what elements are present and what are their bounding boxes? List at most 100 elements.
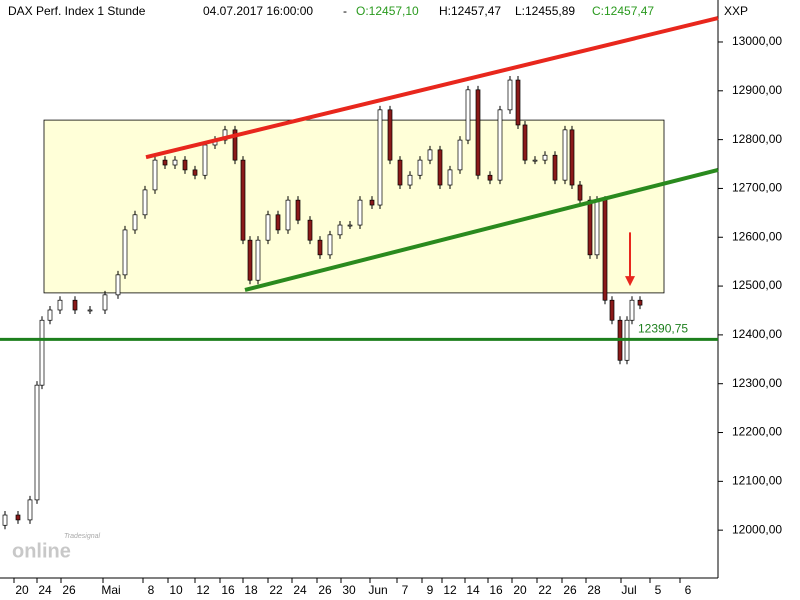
candle xyxy=(465,89,471,141)
x-tick-label: Jun xyxy=(368,583,387,597)
candle xyxy=(515,79,521,126)
trendline xyxy=(244,167,719,292)
candle xyxy=(202,144,208,176)
watermark: online xyxy=(12,540,71,562)
candle xyxy=(172,159,178,166)
x-tick-label: 10 xyxy=(169,583,183,597)
candle xyxy=(247,239,253,281)
candle xyxy=(162,159,168,166)
trendline xyxy=(145,16,719,160)
candle xyxy=(507,79,513,111)
x-tick-label: 5 xyxy=(655,583,662,597)
x-tick-label: 26 xyxy=(318,583,332,597)
y-tick-label: 12200,00 xyxy=(732,425,782,439)
axis-label: XXP xyxy=(724,4,748,18)
ohlc-close: C:12457,47 xyxy=(592,4,654,18)
candle xyxy=(609,299,615,321)
candle xyxy=(57,299,63,311)
candle xyxy=(522,124,528,161)
y-tick-label: 13000,00 xyxy=(732,34,782,48)
candle xyxy=(369,199,375,206)
candle xyxy=(447,169,453,186)
candle xyxy=(285,199,291,231)
x-tick-label: 7 xyxy=(402,583,409,597)
candle xyxy=(347,224,353,227)
candle xyxy=(27,499,33,521)
candle xyxy=(39,319,45,386)
separator: - xyxy=(343,4,347,18)
x-tick-label: 20 xyxy=(513,583,527,597)
ohlc-open: O:12457,10 xyxy=(356,4,419,18)
candle xyxy=(417,159,423,176)
candle xyxy=(407,174,413,186)
candle xyxy=(72,299,78,311)
candle xyxy=(602,199,608,301)
candle xyxy=(317,239,323,256)
candle xyxy=(327,234,333,256)
x-tick-label: 12 xyxy=(443,583,457,597)
candle xyxy=(115,274,121,296)
candle xyxy=(240,159,246,241)
candle xyxy=(542,154,548,161)
x-tick-label: 22 xyxy=(538,583,552,597)
candle xyxy=(594,199,600,256)
timestamp: 04.07.2017 16:00:00 xyxy=(203,4,313,18)
candle xyxy=(222,129,228,141)
candle xyxy=(587,199,593,256)
y-tick-label: 12600,00 xyxy=(732,229,782,243)
candle xyxy=(265,214,271,241)
candle xyxy=(427,149,433,161)
x-tick-label: 30 xyxy=(342,583,356,597)
ohlc-low: L:12455,89 xyxy=(515,4,575,18)
candle xyxy=(182,159,188,171)
candle xyxy=(307,219,313,241)
x-tick-label: 12 xyxy=(196,583,210,597)
candle xyxy=(102,294,108,311)
candle xyxy=(532,159,538,162)
candle xyxy=(387,109,393,161)
candle xyxy=(457,139,463,171)
ohlc-high: H:12457,47 xyxy=(439,4,501,18)
x-tick-label: 18 xyxy=(244,583,258,597)
y-tick-label: 12000,00 xyxy=(732,522,782,536)
candle xyxy=(437,149,443,186)
candle xyxy=(377,109,383,206)
candle xyxy=(142,189,148,216)
x-tick-label: 16 xyxy=(489,583,503,597)
candle xyxy=(552,154,558,181)
candle xyxy=(357,199,363,226)
x-tick-label: 24 xyxy=(38,583,52,597)
candle xyxy=(569,129,575,186)
y-tick-label: 12300,00 xyxy=(732,376,782,390)
candle xyxy=(629,299,635,321)
watermark-small: Tradesignal xyxy=(64,533,101,540)
candle xyxy=(487,174,493,181)
y-tick-label: 12800,00 xyxy=(732,132,782,146)
chart-title: DAX Perf. Index 1 Stunde xyxy=(8,4,146,18)
candle xyxy=(275,214,281,231)
candle xyxy=(192,169,198,176)
y-tick-label: 12700,00 xyxy=(732,181,782,195)
y-tick-label: 12100,00 xyxy=(732,474,782,488)
candle xyxy=(497,109,503,181)
x-tick-label: Jul xyxy=(621,583,636,597)
candle xyxy=(577,184,583,201)
support-label: 12390,75 xyxy=(638,322,688,336)
x-tick-label: 14 xyxy=(466,583,480,597)
candle xyxy=(475,89,481,176)
candle xyxy=(152,159,158,191)
x-tick-label: 6 xyxy=(685,583,692,597)
candle xyxy=(15,514,21,521)
candle xyxy=(295,199,301,221)
candle xyxy=(34,384,40,501)
candle xyxy=(637,299,643,306)
candle xyxy=(337,224,343,236)
x-tick-label: 26 xyxy=(563,583,577,597)
x-tick-label: 26 xyxy=(62,583,76,597)
x-tick-label: 8 xyxy=(148,583,155,597)
candle xyxy=(562,129,568,181)
candle xyxy=(2,514,8,526)
